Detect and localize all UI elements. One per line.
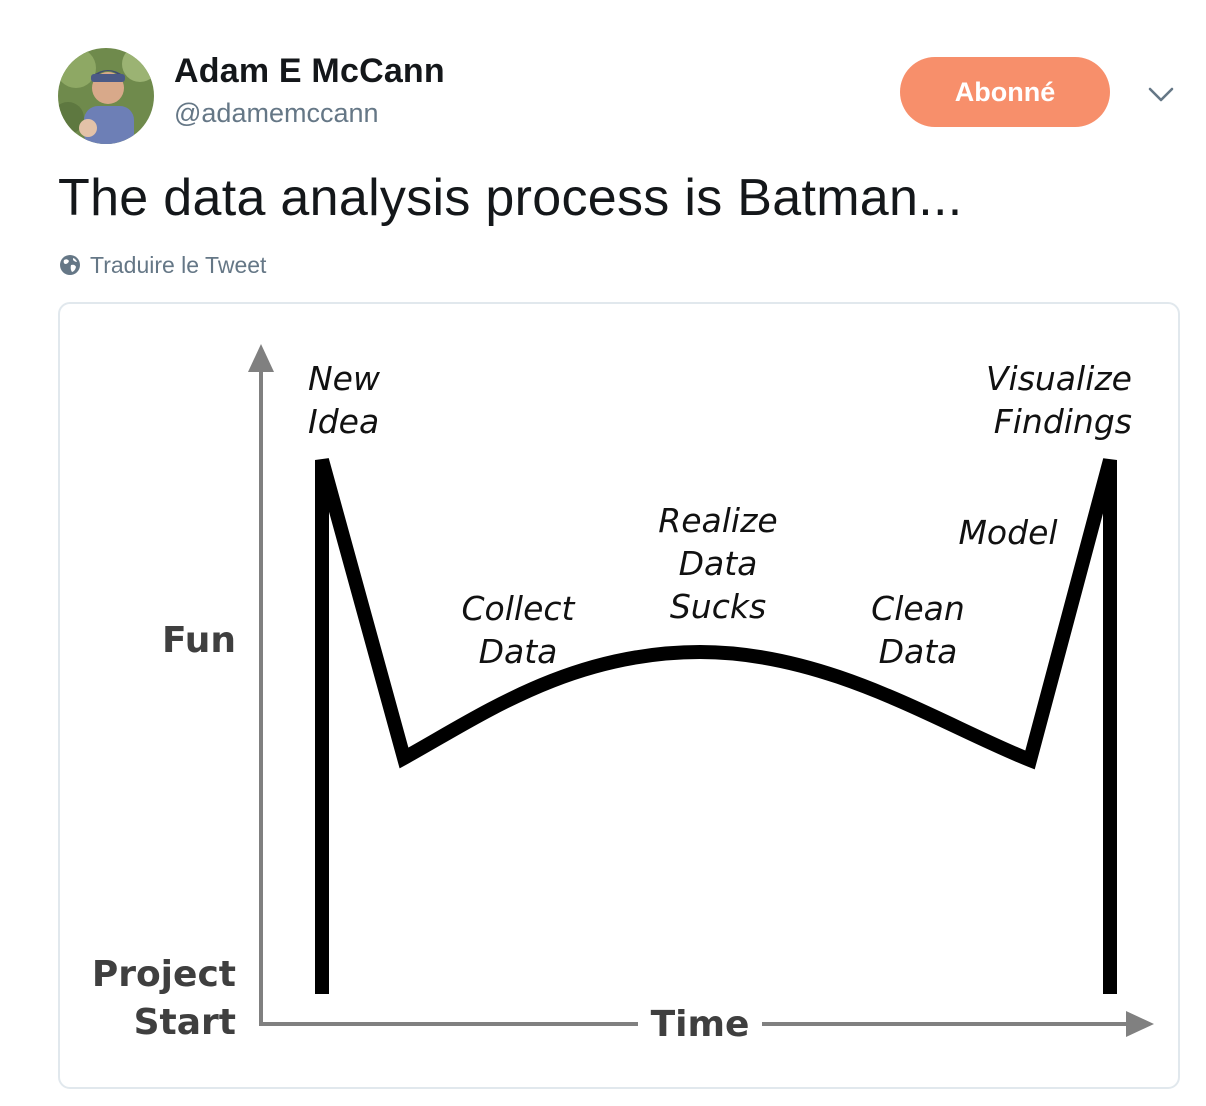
tweet-text: The data analysis process is Batman... xyxy=(58,169,963,227)
stage-new-idea-line1: New xyxy=(308,359,381,398)
origin-label-line2: Start xyxy=(134,1002,236,1043)
stage-visualize-line1: Visualize xyxy=(986,359,1132,398)
stage-realize-line1: Realize xyxy=(658,501,777,540)
y-axis-arrowhead xyxy=(248,344,274,372)
stage-realize-line3: Sucks xyxy=(670,587,766,626)
batman-curve-diagram: Fun Project Start Time New Idea Collect … xyxy=(92,344,1154,1045)
stage-realize-line2: Data xyxy=(679,544,758,583)
stage-visualize-line2: Findings xyxy=(994,402,1132,441)
user-handle[interactable]: @adamemccann xyxy=(174,98,379,128)
stage-collect-data-line2: Data xyxy=(479,632,558,671)
chevron-down-icon[interactable] xyxy=(1146,82,1176,106)
origin-label-line1: Project xyxy=(92,954,236,995)
stage-clean-data-line1: Clean xyxy=(871,589,965,628)
stage-new-idea-line2: Idea xyxy=(308,402,379,441)
avatar-photo xyxy=(58,48,154,144)
batman-curve xyxy=(315,458,1117,994)
stage-clean-data-line2: Data xyxy=(879,632,958,671)
avatar[interactable] xyxy=(58,48,154,144)
tweet-image[interactable]: Fun Project Start Time New Idea Collect … xyxy=(58,302,1180,1089)
x-axis-label: Time xyxy=(651,1004,750,1045)
display-name[interactable]: Adam E McCann xyxy=(174,52,445,90)
following-button[interactable]: Abonné xyxy=(900,57,1110,127)
stage-model: Model xyxy=(958,513,1057,552)
translate-label: Traduire le Tweet xyxy=(90,251,267,278)
stage-collect-data-line1: Collect xyxy=(462,589,576,628)
translate-tweet-link[interactable]: Traduire le Tweet xyxy=(58,250,266,280)
globe-icon xyxy=(60,255,80,275)
y-axis-label: Fun xyxy=(162,620,236,661)
x-axis-arrowhead xyxy=(1126,1011,1154,1037)
